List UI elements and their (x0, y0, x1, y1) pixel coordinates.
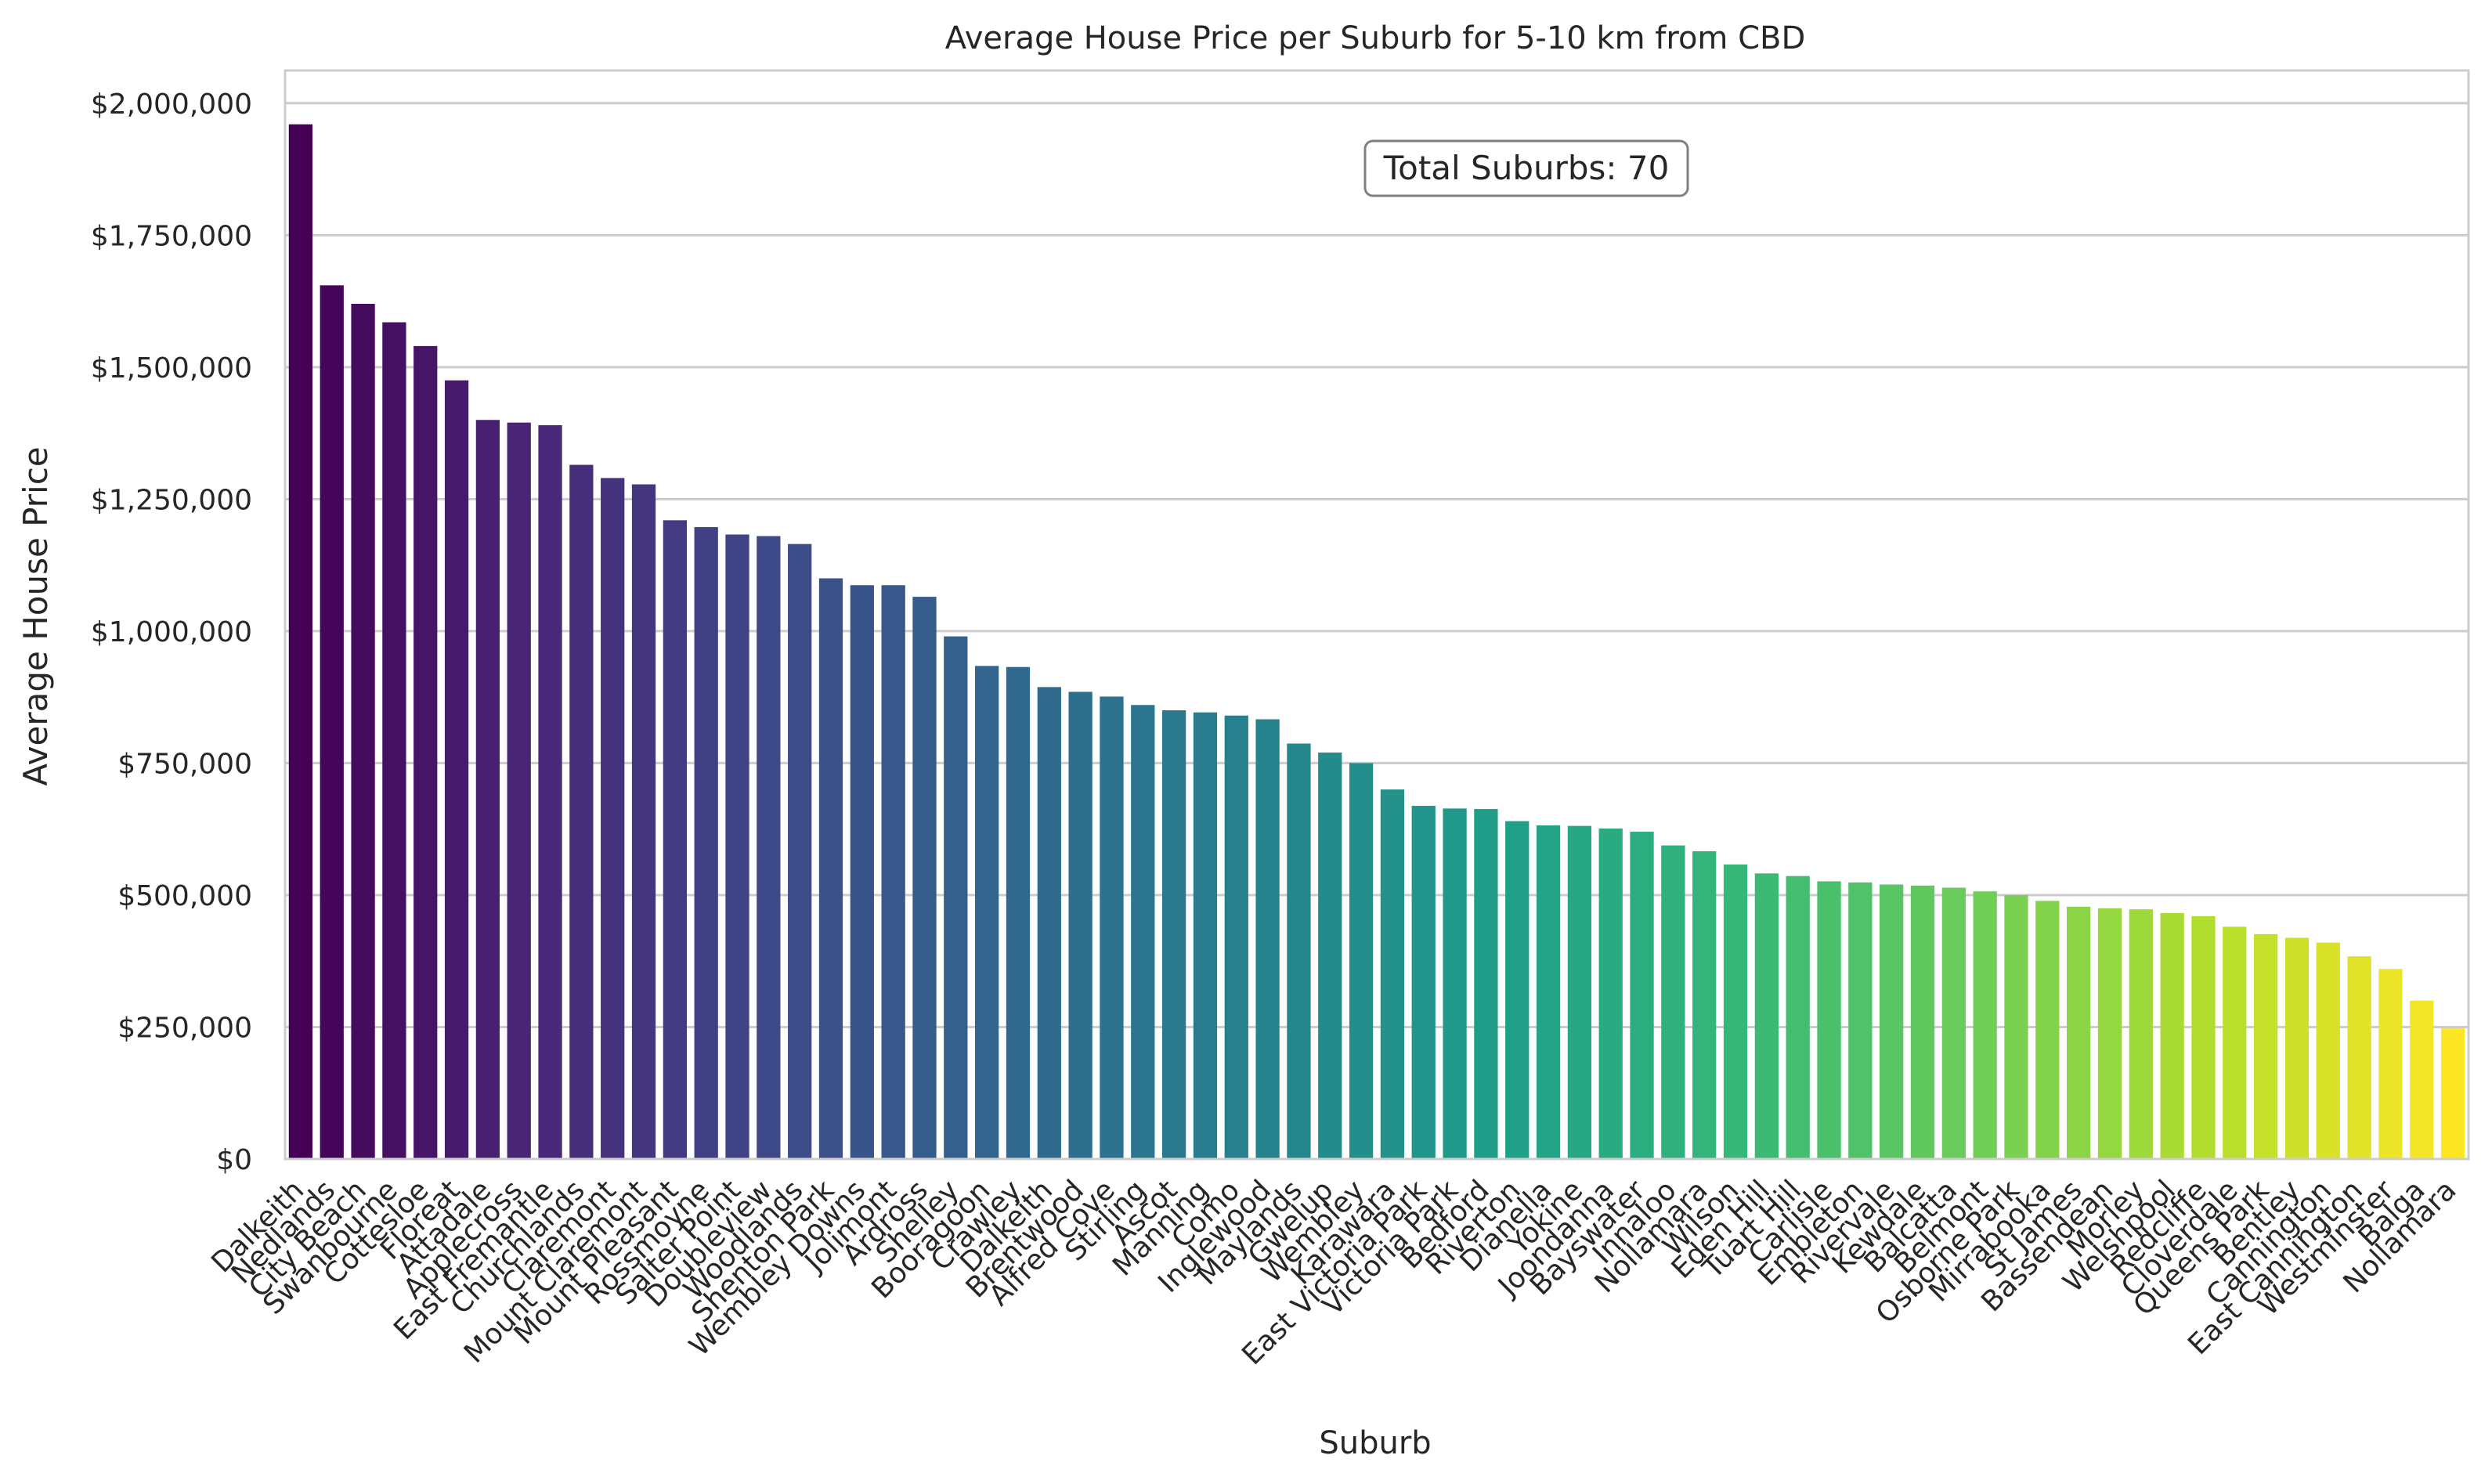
bar (475, 420, 500, 1159)
bar (757, 536, 781, 1159)
bar (1193, 712, 1218, 1159)
bar (788, 543, 812, 1159)
bar (1505, 821, 1530, 1159)
bar (2440, 1027, 2465, 1159)
chart-title: Average House Price per Suburb for 5-10 … (945, 20, 1806, 56)
y-axis-title: Average House Price (16, 446, 55, 785)
bar (1068, 691, 1093, 1159)
bar (414, 345, 438, 1159)
bar (694, 527, 718, 1159)
bar (538, 424, 562, 1159)
bar (1037, 687, 1061, 1159)
bar (1692, 850, 1717, 1159)
bar (2160, 912, 2184, 1159)
plot-frame (284, 69, 2470, 1161)
bar (1474, 809, 1498, 1159)
bar (912, 597, 937, 1159)
bar (1880, 884, 1904, 1159)
bar (1723, 864, 1748, 1159)
bar (569, 464, 594, 1159)
y-tick-label: $2,000,000 (91, 88, 252, 121)
bar (1910, 885, 1935, 1159)
y-tick-label: $500,000 (117, 880, 252, 912)
bar (1006, 666, 1031, 1159)
bar (1100, 696, 1124, 1159)
bar (725, 534, 749, 1159)
bar (631, 484, 656, 1159)
bar (1224, 715, 1248, 1159)
bar (1349, 763, 1374, 1159)
annotation-text: Total Suburbs: 70 (1383, 149, 1670, 187)
bar (288, 124, 313, 1159)
bar (944, 636, 968, 1159)
bar (2191, 915, 2216, 1159)
bar (1161, 710, 1186, 1159)
bar (2129, 909, 2153, 1159)
y-tick-label: $1,000,000 (91, 616, 252, 648)
bar (351, 303, 375, 1160)
bar (1630, 832, 1654, 1159)
bar (1754, 873, 1779, 1159)
bar (1536, 825, 1561, 1159)
bar (2378, 969, 2403, 1159)
annotation-box (1363, 139, 1689, 197)
bar (2223, 926, 2247, 1159)
bar (975, 666, 999, 1159)
bar (1443, 808, 1467, 1159)
bar (881, 585, 905, 1159)
bar (2347, 956, 2371, 1159)
y-tick-label: $0 (216, 1144, 252, 1176)
bar (1411, 806, 1436, 1159)
bar (663, 520, 687, 1159)
bar (1598, 829, 1623, 1159)
bar (2316, 942, 2340, 1159)
bar (818, 578, 843, 1159)
x-axis-title: Suburb (1319, 1425, 1431, 1461)
bar (382, 322, 406, 1160)
bar (2004, 894, 2028, 1159)
y-tick-label: $750,000 (117, 748, 252, 780)
bar (1661, 845, 1685, 1159)
bar (444, 380, 469, 1159)
bar (507, 422, 531, 1159)
y-tick-label: $250,000 (117, 1012, 252, 1044)
bar (1287, 743, 1311, 1159)
y-tick-label: $1,500,000 (91, 352, 252, 385)
bar (601, 478, 625, 1159)
bar (1973, 891, 1997, 1159)
total-suburbs-annotation: Total Suburbs: 70 (1363, 139, 1689, 197)
bar (2067, 906, 2091, 1159)
bar (2253, 933, 2278, 1159)
bar (2284, 937, 2310, 1159)
bar (1848, 882, 1873, 1159)
bar (1941, 887, 1966, 1159)
bar (1567, 825, 1592, 1159)
bar (1131, 705, 1155, 1159)
bar (1380, 789, 1405, 1159)
bar (2097, 908, 2122, 1159)
bar (1255, 719, 1280, 1159)
y-tick-label: $1,750,000 (91, 220, 252, 252)
bar (850, 585, 874, 1159)
y-tick-labels: $0 $250,000 $500,000 $750,000 $1,000,000 $1,2… (91, 88, 252, 1176)
bar (1318, 752, 1342, 1159)
bar (2410, 1000, 2434, 1159)
bar (2035, 901, 2060, 1159)
bar (1786, 876, 1810, 1159)
bars (288, 124, 2465, 1160)
bar (320, 285, 344, 1159)
y-tick-label: $1,250,000 (91, 484, 252, 516)
bar (1817, 881, 1841, 1159)
